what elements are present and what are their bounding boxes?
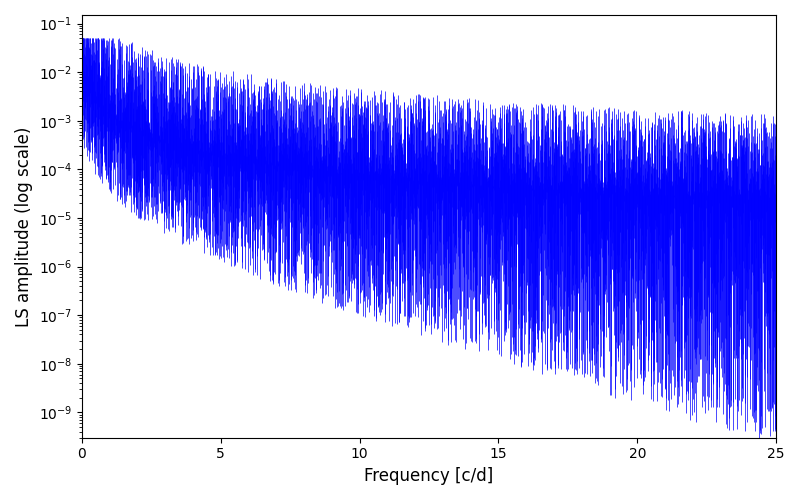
X-axis label: Frequency [c/d]: Frequency [c/d] [364,467,494,485]
Y-axis label: LS amplitude (log scale): LS amplitude (log scale) [15,126,33,326]
